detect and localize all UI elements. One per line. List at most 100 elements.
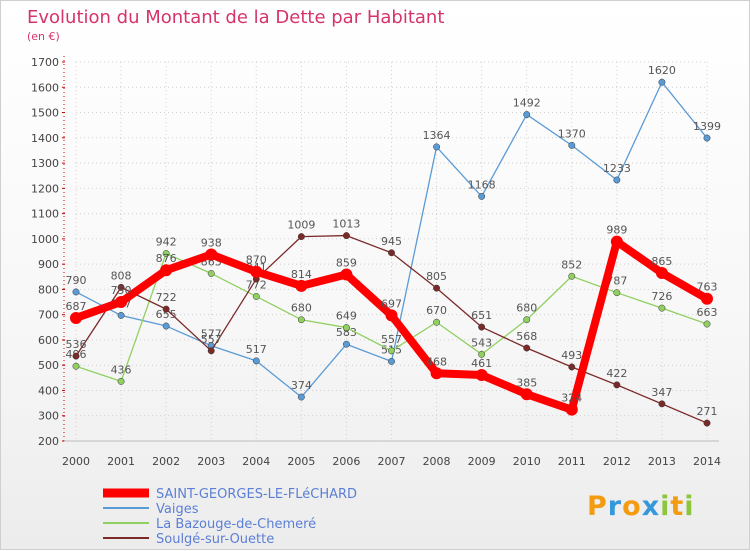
data-point <box>297 233 305 241</box>
x-tick-label: 2012 <box>603 455 631 468</box>
data-point <box>568 363 576 371</box>
data-label: 649 <box>336 310 357 323</box>
x-tick-label: 2002 <box>152 455 180 468</box>
x-tick-label: 2003 <box>197 455 225 468</box>
x-tick-label: 2001 <box>107 455 135 468</box>
y-tick-label: 1300 <box>31 157 59 170</box>
data-point <box>388 249 395 257</box>
data-label: 1168 <box>468 178 496 191</box>
data-label: 1399 <box>693 120 721 133</box>
y-tick-label: 1400 <box>31 132 59 145</box>
data-point <box>342 340 350 348</box>
data-label: 859 <box>336 256 357 269</box>
data-label: 814 <box>291 268 312 281</box>
axes: 200 300 400 500 600 700 800 900 1000 1100 1200 1300… <box>31 56 721 468</box>
data-point <box>658 78 666 86</box>
data-label: 436 <box>111 363 132 376</box>
data-point <box>207 347 215 355</box>
data-label: 808 <box>111 269 132 282</box>
data-point <box>205 248 218 261</box>
data-label: 557 <box>381 333 402 346</box>
logo-letter: r <box>607 491 623 522</box>
y-tick-label: 700 <box>38 309 59 322</box>
data-label: 1492 <box>513 97 541 110</box>
data-label: 1009 <box>287 219 315 232</box>
series-1: 7906976555775173745835151364116814921370… <box>66 64 721 401</box>
legend-label: Vaiges <box>156 502 199 517</box>
data-point <box>523 111 531 119</box>
data-point <box>475 369 488 382</box>
data-label: 536 <box>66 338 87 351</box>
x-tick-label: 2009 <box>468 455 496 468</box>
data-label: 1620 <box>648 64 676 77</box>
logo-letter: P <box>587 491 608 522</box>
data-point <box>342 232 350 240</box>
data-point <box>703 320 711 328</box>
data-label: 385 <box>516 376 537 389</box>
data-point <box>72 288 80 296</box>
data-point <box>117 311 125 319</box>
y-tick-label: 500 <box>38 359 59 372</box>
data-label: 680 <box>291 302 312 315</box>
x-tick-label: 2008 <box>423 455 451 468</box>
x-tick-label: 2010 <box>513 455 541 468</box>
data-label: 422 <box>606 367 627 380</box>
data-point <box>478 350 486 358</box>
data-point <box>655 266 668 279</box>
data-label: 763 <box>697 281 718 294</box>
data-point <box>162 250 170 257</box>
data-label: 865 <box>651 255 672 268</box>
data-label: 1233 <box>603 162 631 175</box>
data-label: 790 <box>66 274 87 287</box>
data-point <box>658 400 666 408</box>
data-point <box>613 381 621 389</box>
data-point <box>250 265 263 278</box>
y-tick-label: 900 <box>38 258 59 271</box>
data-point <box>70 311 82 324</box>
data-label: 461 <box>471 357 492 370</box>
data-point <box>162 305 170 313</box>
data-label: 876 <box>156 252 177 265</box>
y-tick-label: 600 <box>38 334 59 347</box>
data-label: 805 <box>426 270 447 283</box>
data-label: 577 <box>201 328 222 341</box>
data-point <box>613 176 621 184</box>
data-point <box>297 393 305 401</box>
data-point <box>297 316 305 324</box>
data-label: 663 <box>697 306 718 319</box>
x-tick-label: 2000 <box>62 455 90 468</box>
data-point <box>478 192 486 200</box>
data-label: 989 <box>606 224 627 237</box>
data-point <box>160 264 173 277</box>
data-label: 324 <box>561 392 582 405</box>
data-label: 651 <box>471 309 492 322</box>
data-point <box>701 292 713 305</box>
data-label: 945 <box>381 235 402 248</box>
data-label: 870 <box>246 254 267 267</box>
data-point <box>207 270 215 277</box>
data-label: 517 <box>246 343 267 356</box>
data-point <box>388 347 395 355</box>
chart-title: Evolution du Montant de la Dette par Hab… <box>27 7 444 28</box>
data-point <box>523 344 531 352</box>
y-tick-label: 1000 <box>31 233 59 246</box>
x-tick-label: 2006 <box>332 455 360 468</box>
data-point <box>388 357 395 365</box>
data-point <box>703 419 711 427</box>
data-label: 1370 <box>558 127 586 140</box>
data-point <box>703 134 711 142</box>
data-label: 942 <box>156 236 177 249</box>
series-layer: 7906976555775173745835151364116814921370… <box>66 64 721 427</box>
x-tick-label: 2013 <box>648 455 676 468</box>
data-point <box>340 268 353 281</box>
data-label: 568 <box>516 330 537 343</box>
data-point <box>252 357 260 365</box>
y-tick-label: 1700 <box>31 56 59 69</box>
data-label: 374 <box>291 379 312 392</box>
data-label: 687 <box>66 300 87 313</box>
data-point <box>658 304 666 312</box>
data-label: 1364 <box>423 129 451 142</box>
logo-letter: i <box>660 491 671 522</box>
data-label: 1013 <box>332 218 360 231</box>
